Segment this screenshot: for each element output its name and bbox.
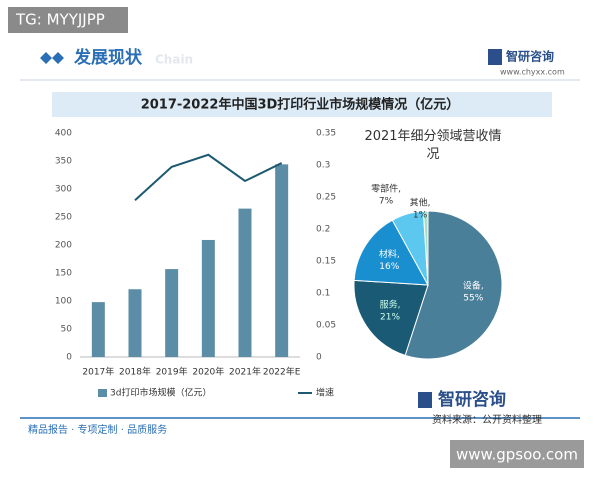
x-tick-label: 2018年 xyxy=(119,366,151,378)
footer-brand: 智研咨询 xyxy=(438,389,506,410)
slice-label: 设备, xyxy=(463,280,484,292)
y-tick-label: 250 xyxy=(55,213,72,223)
chart-title: 2017-2022年中国3D打印行业市场规模情况（亿元） xyxy=(141,97,460,113)
bar xyxy=(91,302,105,357)
y2-tick-label: 0 xyxy=(316,353,322,363)
title-band xyxy=(52,92,552,117)
y-tick-label: 0 xyxy=(66,353,72,363)
y2-tick-label: 0.35 xyxy=(316,129,336,139)
slice-label: 材料, xyxy=(379,248,400,260)
source: 资料来源：公开资料整理 xyxy=(432,413,542,426)
site: www.gpsoo.com xyxy=(456,446,578,464)
diamond-icon xyxy=(40,52,64,64)
legend-label: 3d打印市场规模（亿元） xyxy=(110,387,211,399)
y2-tick-label: 0.3 xyxy=(316,161,330,171)
x-tick-label: 2020年 xyxy=(192,366,224,378)
y-tick-label: 100 xyxy=(55,297,72,307)
y-tick-label: 150 xyxy=(55,269,72,279)
site-box xyxy=(450,440,584,468)
slice-value: 1% xyxy=(413,211,428,221)
legend-label: 增速 xyxy=(316,387,334,399)
bar xyxy=(238,208,252,357)
y2-tick-label: 0.2 xyxy=(316,225,330,235)
pie-slice xyxy=(404,210,503,360)
slice-label: 零部件, xyxy=(371,183,401,195)
bar xyxy=(128,289,142,357)
line xyxy=(134,153,283,201)
slice-value: 7% xyxy=(379,197,394,207)
bar xyxy=(165,269,179,357)
x-tick-label: 2019年 xyxy=(156,366,188,378)
y-tick-label: 400 xyxy=(55,129,72,139)
slice-value: 21% xyxy=(380,312,400,322)
tag: TG: MYYJJPP xyxy=(15,11,105,29)
slice-label: 其他, xyxy=(410,197,431,209)
logo xyxy=(418,392,432,408)
url: www.chyxx.com xyxy=(500,68,565,77)
pie-title: 2021年细分领域营收情况 xyxy=(364,129,502,162)
slogan: 精品报告 · 专项定制 · 品质服务 xyxy=(28,423,167,436)
legend-swatch xyxy=(98,389,107,397)
slice-value: 16% xyxy=(379,262,399,272)
tag-box xyxy=(8,7,128,33)
y2-tick-label: 0.05 xyxy=(316,321,336,331)
x-tick-label: 2021年 xyxy=(229,366,261,378)
y-tick-label: 300 xyxy=(55,185,72,195)
x-tick-label: 2022年E xyxy=(263,366,301,378)
watermark: Chain xyxy=(155,53,193,67)
pie-slice xyxy=(353,279,429,357)
logo xyxy=(488,49,502,65)
slice-value: 55% xyxy=(463,294,483,304)
pie-slice xyxy=(422,210,429,286)
section-title: 发展现状 xyxy=(73,47,143,68)
bar xyxy=(201,239,215,357)
y-tick-label: 50 xyxy=(61,325,73,335)
x-tick-label: 2017年 xyxy=(82,366,114,378)
y2-tick-label: 0.25 xyxy=(316,193,336,203)
y-tick-label: 200 xyxy=(55,241,72,251)
pie-slice xyxy=(353,219,429,286)
y-tick-label: 350 xyxy=(55,157,72,167)
bar xyxy=(275,164,289,357)
brand: 智研咨询 xyxy=(505,49,554,64)
y2-tick-label: 0.1 xyxy=(316,289,330,299)
slice-label: 服务, xyxy=(380,298,401,310)
y2-tick-label: 0.15 xyxy=(316,257,336,267)
